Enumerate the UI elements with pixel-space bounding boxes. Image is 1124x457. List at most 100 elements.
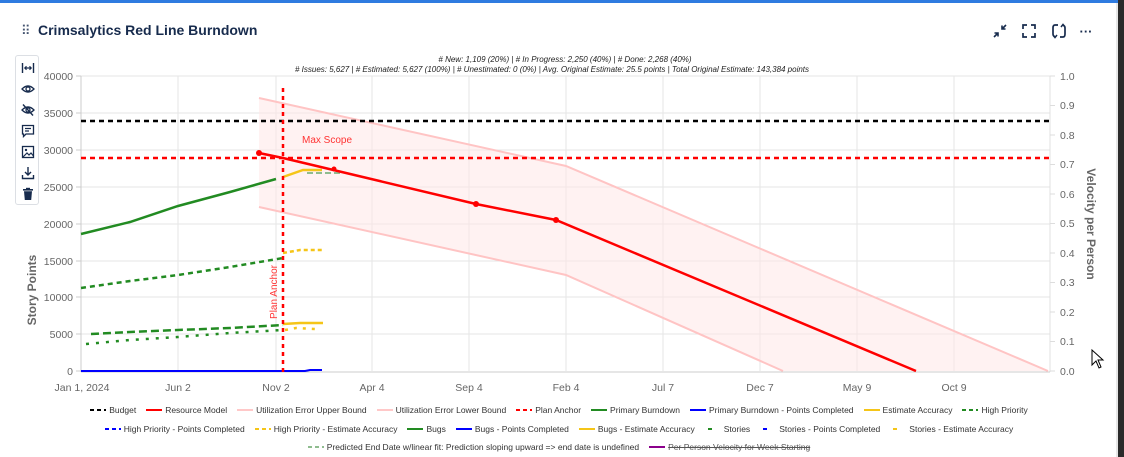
- fullscreen-button[interactable]: [1019, 21, 1039, 41]
- y2-axis-label: Velocity per Person: [1084, 168, 1098, 279]
- chart-toolbar: [15, 55, 39, 205]
- y-tick: 35000: [44, 108, 73, 120]
- svg-text:0.8: 0.8: [1060, 130, 1075, 142]
- show-button[interactable]: [18, 79, 37, 98]
- plan-anchor-label: Plan Anchor: [269, 264, 280, 319]
- legend-row-1: Budget Resource Model Utilization Error …: [0, 405, 1118, 415]
- svg-text:0.9: 0.9: [1060, 100, 1075, 112]
- legend-row-2: High Priority - Points Completed High Pr…: [0, 424, 1118, 434]
- download-icon: [21, 166, 34, 179]
- utilization-lower-bound-line: [258, 206, 784, 372]
- svg-text:0.6: 0.6: [1060, 189, 1075, 201]
- resource-model-point[interactable]: [256, 150, 262, 156]
- legend-item-predicted-end-date[interactable]: Predicted End Date w/linear fit: Predict…: [307, 442, 640, 452]
- legend-item-stories-estimate-accuracy[interactable]: Stories - Estimate Accuracy: [893, 424, 1014, 434]
- legend-item-per-person-velocity[interactable]: Per Person Velocity for Week Starting: [649, 442, 811, 452]
- legend-item-stories-points-completed[interactable]: Stories - Points Completed: [763, 424, 881, 434]
- show-icon: [20, 84, 35, 93]
- legend-item-estimate-accuracy[interactable]: Estimate Accuracy: [863, 405, 953, 415]
- svg-text:Jul 7: Jul 7: [652, 382, 674, 394]
- legend-item-resource-model[interactable]: Resource Model: [146, 405, 228, 415]
- svg-text:Nov 2: Nov 2: [262, 382, 290, 394]
- y-tick: 5000: [50, 329, 74, 341]
- image-icon: [21, 145, 34, 158]
- bugs-line: [90, 323, 284, 336]
- mouse-cursor: [1091, 348, 1105, 369]
- legend-item-bugs[interactable]: Bugs: [407, 424, 446, 434]
- delete-icon: [22, 187, 33, 200]
- y-tick: 40000: [44, 71, 73, 83]
- svg-text:0.4: 0.4: [1060, 248, 1075, 260]
- more-options-icon: ···: [1079, 23, 1093, 39]
- refresh-button[interactable]: [1049, 21, 1069, 41]
- y-tick: 0: [67, 366, 73, 378]
- legend-item-primary-burndown[interactable]: Primary Burndown: [591, 405, 680, 415]
- legend-item-stories[interactable]: Stories: [707, 424, 751, 434]
- svg-text:0.5: 0.5: [1060, 218, 1075, 230]
- y-tick: 20000: [44, 219, 73, 231]
- svg-text:0.7: 0.7: [1060, 159, 1075, 171]
- svg-text:1.0: 1.0: [1060, 71, 1075, 83]
- image-button[interactable]: [18, 142, 37, 161]
- svg-text:0.2: 0.2: [1060, 307, 1075, 319]
- y-axis-label: Story Points: [25, 254, 39, 325]
- comment-icon: [21, 124, 34, 138]
- panel-border: [1116, 3, 1118, 457]
- high-priority-line: [80, 256, 284, 290]
- legend-item-high-priority-estimate-accuracy[interactable]: High Priority - Estimate Accuracy: [254, 424, 398, 434]
- svg-text:0.0: 0.0: [1060, 366, 1075, 378]
- refresh-icon: [1052, 23, 1066, 39]
- stats-status-line: # New: 1,109 (20%) | # In Progress: 2,25…: [438, 55, 692, 64]
- svg-text:Dec 7: Dec 7: [746, 382, 774, 394]
- more-options-button[interactable]: ···: [1076, 21, 1096, 41]
- y-axis-left-ticks: 40000 35000 30000 25000 20000 15000 1000…: [44, 71, 81, 378]
- y-tick: 25000: [44, 182, 73, 194]
- resource-model-point[interactable]: [331, 166, 337, 172]
- panel-title: Crimsalytics Red Line Burndown: [38, 22, 258, 38]
- minimize-icon: [993, 24, 1007, 38]
- minimize-button[interactable]: [990, 21, 1010, 41]
- drag-handle-icon[interactable]: ⠿: [21, 23, 30, 38]
- legend-item-bugs-points-completed[interactable]: Bugs - Points Completed: [455, 424, 569, 434]
- burndown-chart: 40000 35000 30000 25000 20000 15000 1000…: [25, 71, 1105, 394]
- download-button[interactable]: [18, 163, 37, 182]
- legend-item-high-priority-points-completed[interactable]: High Priority - Points Completed: [104, 424, 245, 434]
- legend-item-utilization-lower[interactable]: Utilization Error Lower Bound: [376, 405, 507, 415]
- window-edge: [1118, 0, 1124, 457]
- points-completed-line: [81, 369, 322, 372]
- resource-model-point[interactable]: [473, 201, 479, 207]
- estimate-accuracy-line: [282, 168, 322, 179]
- y-tick: 30000: [44, 145, 73, 157]
- fit-width-button[interactable]: [18, 58, 37, 77]
- legend-item-bugs-estimate-accuracy[interactable]: Bugs - Estimate Accuracy: [578, 424, 695, 434]
- svg-text:0.1: 0.1: [1060, 336, 1075, 348]
- stats-summary-line: # Issues: 5,627 | # Estimated: 5,627 (10…: [294, 65, 810, 74]
- svg-text:Apr 4: Apr 4: [359, 382, 384, 394]
- legend-item-plan-anchor[interactable]: Plan Anchor: [516, 405, 582, 415]
- delete-button[interactable]: [18, 184, 37, 203]
- high-priority-estimate-accuracy-line: [282, 248, 323, 255]
- legend-item-high-priority[interactable]: High Priority: [962, 405, 1028, 415]
- legend-item-utilization-upper[interactable]: Utilization Error Upper Bound: [237, 405, 367, 415]
- stories-estimate-accuracy-line: [284, 326, 316, 332]
- svg-text:0.3: 0.3: [1060, 277, 1075, 289]
- comment-button[interactable]: [18, 121, 37, 140]
- svg-text:May 9: May 9: [843, 382, 872, 394]
- max-scope-label: Max Scope: [302, 135, 352, 146]
- svg-text:Oct 9: Oct 9: [941, 382, 966, 394]
- hide-button[interactable]: [18, 100, 37, 119]
- svg-text:Sep 4: Sep 4: [455, 382, 483, 394]
- fit-width-icon: [21, 62, 34, 73]
- y-axis-right-ticks: 1.0 0.9 0.8 0.7 0.6 0.5 0.4 0.3 0.2 0.1 …: [1050, 71, 1075, 378]
- legend-item-budget[interactable]: Budget: [90, 405, 137, 415]
- legend-item-primary-points-completed[interactable]: Primary Burndown - Points Completed: [689, 405, 854, 415]
- svg-text:Jan 1, 2024: Jan 1, 2024: [55, 382, 110, 394]
- resource-model-point[interactable]: [553, 217, 559, 223]
- primary-burndown-line: [80, 177, 277, 236]
- panel-header: ⠿ Crimsalytics Red Line Burndown ···: [0, 3, 1118, 51]
- y-tick: 10000: [44, 292, 73, 304]
- legend-row-3: Predicted End Date w/linear fit: Predict…: [0, 442, 1118, 452]
- svg-text:Feb 4: Feb 4: [553, 382, 580, 394]
- fullscreen-icon: [1022, 24, 1036, 38]
- utilization-error-band: [259, 98, 1048, 371]
